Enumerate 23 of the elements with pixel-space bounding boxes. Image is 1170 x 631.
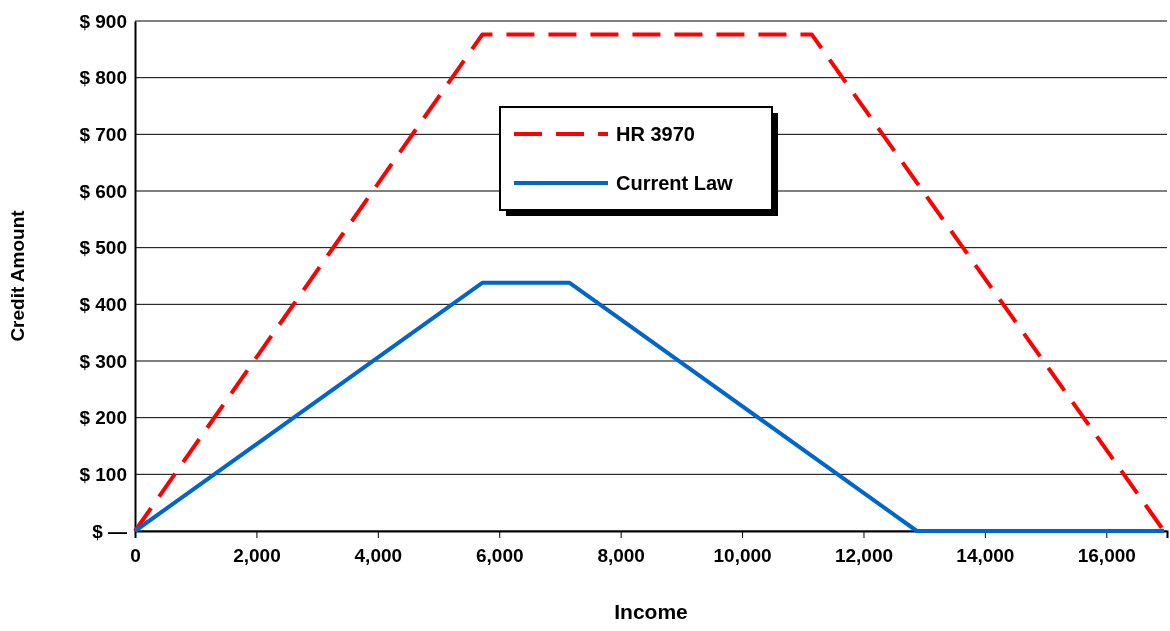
x-tick-label: 2,000 — [233, 544, 281, 566]
y-tick-label: $ 300 — [79, 350, 127, 372]
x-tick-label: 0 — [130, 544, 141, 566]
x-tick-label: 6,000 — [475, 544, 524, 566]
x-tick-label: 16,000 — [1077, 544, 1136, 566]
legend-label: HR 3970 — [616, 123, 695, 145]
x-tick-label: 12,000 — [834, 544, 894, 566]
y-tick-label: $ — — [92, 520, 127, 542]
x-tick-label: 4,000 — [354, 544, 403, 566]
y-tick-label: $ 700 — [79, 123, 127, 145]
y-tick-label: $ 500 — [79, 237, 127, 259]
y-tick-label: $ 900 — [79, 10, 127, 32]
y-tick-label: $ 600 — [79, 180, 127, 202]
y-tick-label: $ 800 — [79, 67, 127, 89]
legend-label: Current Law — [616, 172, 734, 194]
x-tick-label: 8,000 — [597, 544, 645, 566]
x-axis-title: Income — [614, 600, 688, 623]
y-tick-label: $ 100 — [79, 463, 127, 485]
y-tick-label: $ 200 — [79, 407, 127, 429]
x-tick-label: 14,000 — [956, 544, 1015, 566]
y-tick-label: $ 400 — [79, 293, 127, 315]
y-axis-title: Credit Amount — [7, 209, 28, 342]
x-tick-label: 10,000 — [713, 544, 772, 566]
